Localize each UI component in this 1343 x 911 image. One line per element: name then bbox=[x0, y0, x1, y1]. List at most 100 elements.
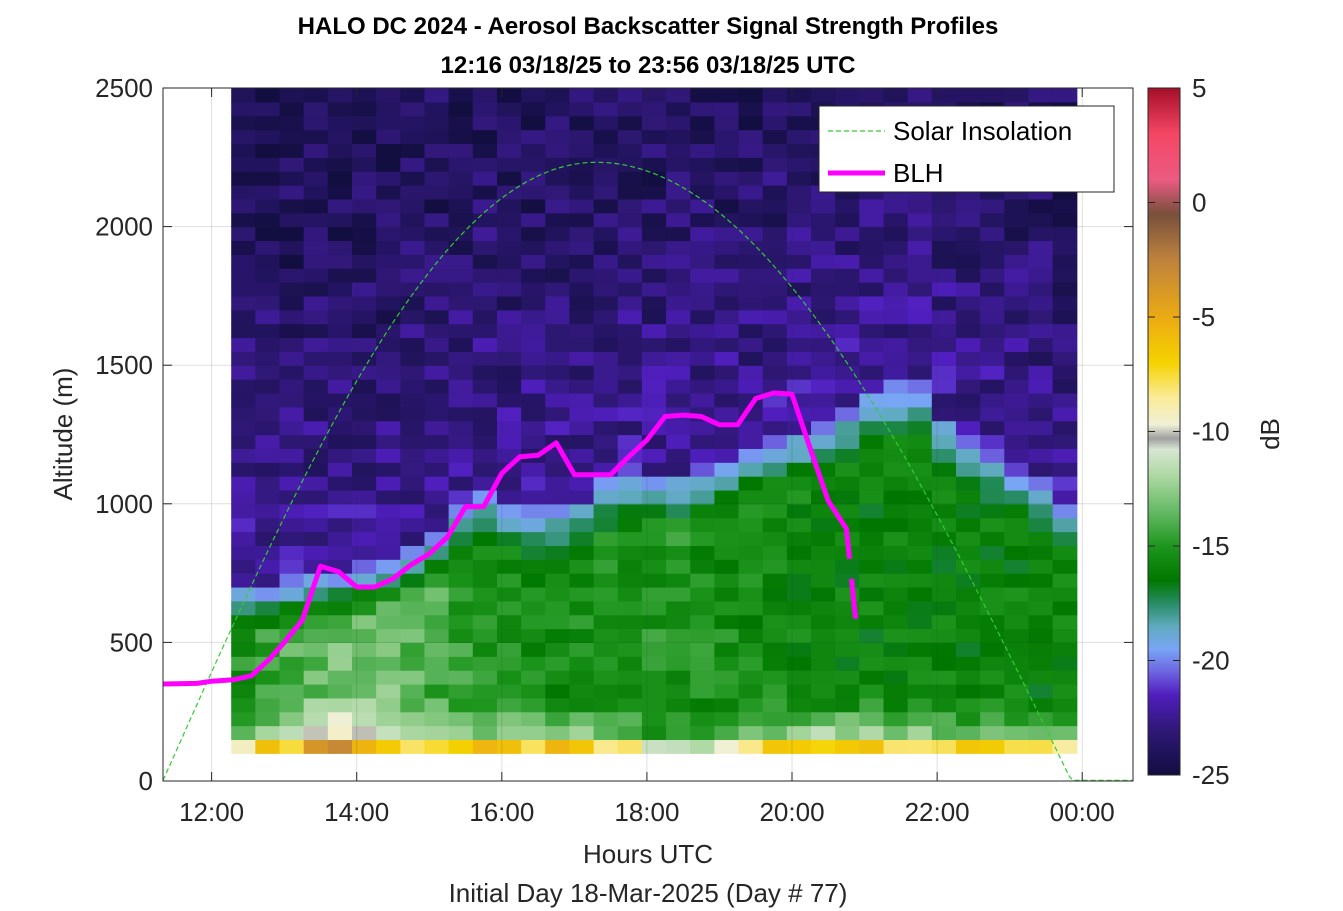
heatmap-cell bbox=[448, 351, 474, 366]
heatmap-cell bbox=[255, 157, 281, 172]
heatmap-cell bbox=[1052, 268, 1078, 283]
heatmap-cell bbox=[811, 545, 836, 560]
heatmap-cell bbox=[738, 586, 764, 602]
heatmap-cell bbox=[448, 642, 474, 657]
heatmap-cell bbox=[231, 226, 256, 242]
heatmap-cell bbox=[1052, 212, 1078, 228]
heatmap-cell bbox=[931, 614, 957, 630]
heatmap-cell bbox=[786, 683, 812, 699]
heatmap-cell bbox=[593, 697, 619, 713]
heatmap-cell bbox=[980, 379, 1005, 394]
heatmap-cell bbox=[1004, 739, 1030, 754]
heatmap-cell bbox=[303, 697, 329, 713]
heatmap-cell bbox=[400, 434, 426, 449]
heatmap-cell bbox=[231, 282, 256, 297]
heatmap-cell bbox=[883, 697, 909, 713]
heatmap-cell bbox=[762, 614, 788, 630]
heatmap-cell bbox=[786, 143, 812, 158]
heatmap-cell bbox=[376, 254, 401, 269]
heatmap-cell bbox=[641, 143, 667, 158]
heatmap-cell bbox=[931, 434, 957, 449]
heatmap-cell bbox=[859, 697, 885, 713]
heatmap-cell bbox=[279, 670, 305, 685]
heatmap-cell bbox=[327, 739, 353, 754]
heatmap-cell bbox=[472, 309, 498, 325]
heatmap-cell bbox=[859, 503, 885, 519]
heatmap-cell bbox=[496, 295, 522, 311]
heatmap-cell bbox=[231, 198, 256, 214]
heatmap-cell bbox=[303, 739, 329, 754]
heatmap-cell bbox=[931, 392, 957, 408]
heatmap-cell bbox=[448, 531, 474, 546]
heatmap-cell bbox=[448, 185, 474, 200]
heatmap-cell bbox=[327, 240, 353, 255]
heatmap-cell bbox=[859, 406, 885, 422]
heatmap-cell bbox=[545, 365, 571, 380]
heatmap-cell bbox=[593, 323, 619, 339]
heatmap-cell bbox=[424, 226, 450, 242]
heatmap-cell bbox=[521, 406, 546, 422]
heatmap-cell bbox=[931, 531, 957, 546]
heatmap-cell bbox=[907, 670, 933, 685]
heatmap-cell bbox=[1028, 420, 1054, 436]
heatmap-cell bbox=[1004, 337, 1030, 352]
heatmap-cell bbox=[255, 476, 281, 491]
heatmap-cell bbox=[376, 379, 401, 394]
heatmap-cell bbox=[835, 392, 860, 408]
heatmap-cell bbox=[666, 143, 691, 158]
heatmap-cell bbox=[327, 185, 353, 200]
heatmap-cell bbox=[1028, 323, 1054, 339]
heatmap-cell bbox=[255, 212, 281, 228]
heatmap-cell bbox=[835, 323, 860, 339]
heatmap-cell bbox=[327, 614, 353, 630]
heatmap-cell bbox=[448, 545, 474, 560]
heatmap-cell bbox=[762, 545, 788, 560]
heatmap-cell bbox=[955, 545, 981, 560]
heatmap-cell bbox=[738, 309, 764, 325]
heatmap-cell bbox=[303, 559, 329, 574]
heatmap-cell bbox=[666, 392, 691, 408]
heatmap-cell bbox=[641, 268, 667, 283]
heatmap-cell bbox=[1052, 420, 1078, 436]
heatmap-cell bbox=[231, 337, 256, 352]
heatmap-cell bbox=[641, 489, 667, 505]
heatmap-cell bbox=[617, 282, 643, 297]
heatmap-cell bbox=[883, 392, 909, 408]
heatmap-cell bbox=[448, 240, 474, 255]
heatmap-cell bbox=[545, 462, 571, 477]
heatmap-cell bbox=[690, 101, 715, 117]
heatmap-cell bbox=[835, 573, 860, 588]
heatmap-cell bbox=[617, 489, 643, 505]
heatmap-cell bbox=[1028, 517, 1054, 533]
heatmap-cell bbox=[327, 323, 353, 339]
heatmap-cell bbox=[303, 379, 329, 394]
heatmap-cell bbox=[521, 226, 546, 242]
heatmap-cell bbox=[255, 379, 281, 394]
heatmap-cell bbox=[955, 365, 981, 380]
heatmap-cell bbox=[1052, 365, 1078, 380]
heatmap-cell bbox=[569, 392, 595, 408]
heatmap-cell bbox=[1052, 559, 1078, 574]
heatmap-cell bbox=[496, 254, 522, 269]
heatmap-cell bbox=[424, 365, 450, 380]
heatmap-cell bbox=[400, 282, 426, 297]
heatmap-cell bbox=[690, 462, 715, 477]
heatmap-cell bbox=[231, 88, 256, 103]
heatmap-cell bbox=[980, 586, 1005, 602]
heatmap-cell bbox=[1028, 240, 1054, 255]
heatmap-cell bbox=[424, 559, 450, 574]
heatmap-cell bbox=[424, 268, 450, 283]
heatmap-cell bbox=[521, 295, 546, 311]
heatmap-cell bbox=[955, 711, 981, 727]
heatmap-cell bbox=[617, 531, 643, 546]
heatmap-cell bbox=[762, 379, 788, 394]
heatmap-cell bbox=[690, 503, 715, 519]
heatmap-cell bbox=[472, 351, 498, 366]
heatmap-cell bbox=[738, 379, 764, 394]
heatmap-cell bbox=[714, 185, 740, 200]
heatmap-cell bbox=[569, 545, 595, 560]
heatmap-cell bbox=[835, 476, 860, 491]
heatmap-cell bbox=[931, 739, 957, 754]
heatmap-cell bbox=[472, 697, 498, 713]
heatmap-cell bbox=[1052, 503, 1078, 519]
